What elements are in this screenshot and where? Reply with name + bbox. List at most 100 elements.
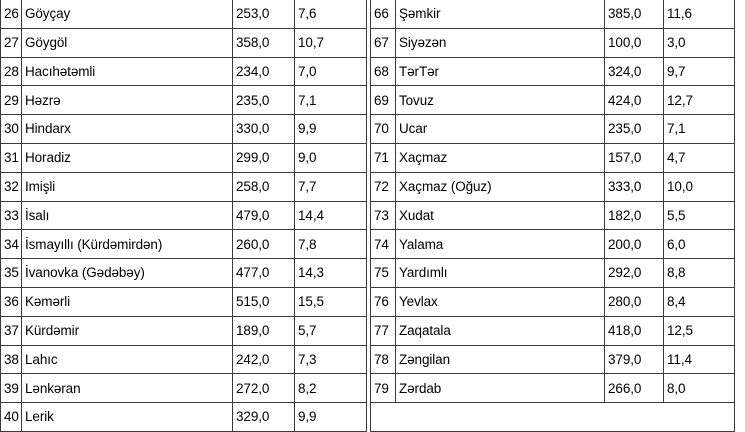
- table-cell-percent: 10,7: [294, 27, 367, 58]
- table-cell-index: 30: [0, 114, 22, 144]
- table-cell-value: 242,0: [232, 344, 295, 375]
- table-cell-percent: 7,0: [294, 56, 367, 87]
- table-cell-value: 358,0: [232, 27, 295, 58]
- table-cell-name: Hindarx: [21, 114, 233, 144]
- table-row: 78 Zəngilan 379,0 11,4: [370, 344, 735, 375]
- table-cell-value: 330,0: [232, 114, 295, 144]
- table-cell-percent: 14,3: [294, 258, 367, 288]
- table-cell-index: 34: [0, 229, 22, 260]
- table-cell-value: 235,0: [604, 114, 664, 144]
- table-cell-value: 329,0: [232, 402, 295, 432]
- table-cell-percent: 12,7: [663, 85, 735, 116]
- data-table-left: 26 Göyçay 253,0 7,6 27 Göygöl 358,0 10,7 28 Hacıh…: [0, 0, 367, 432]
- table-cell-index: 39: [0, 373, 22, 404]
- table-row: [370, 402, 735, 432]
- table-row: 79 Zərdab 266,0 8,0: [370, 373, 735, 404]
- table-row: 35 İvanovka (Gədəbəy) 477,0 14,3: [0, 258, 367, 288]
- table-cell-percent: 14,4: [294, 200, 367, 231]
- table-cell-index: 38: [0, 344, 22, 375]
- table-cell-index: 79: [370, 373, 396, 404]
- table-cell-percent: 8,8: [663, 258, 735, 288]
- table-cell-percent: 15,5: [294, 286, 367, 317]
- table-row: 27 Göygöl 358,0 10,7: [0, 27, 367, 58]
- table-cell-percent: 8,0: [663, 373, 735, 404]
- table-cell-value: 157,0: [604, 142, 664, 173]
- table-cell-value: 100,0: [604, 27, 664, 58]
- table-cell-index: 27: [0, 27, 22, 58]
- table-cell-value: 253,0: [232, 0, 295, 29]
- table-cell-index: 33: [0, 200, 22, 231]
- table-row: 26 Göyçay 253,0 7,6: [0, 0, 367, 29]
- table-cell-index: 76: [370, 286, 396, 317]
- table-cell-value: 200,0: [604, 229, 664, 260]
- table-cell-value: 515,0: [232, 286, 295, 317]
- table-cell-index: 73: [370, 200, 396, 231]
- table-cell-percent: 7,3: [294, 344, 367, 375]
- table-cell-name: Zəngilan: [395, 344, 605, 375]
- table-cell-percent: 9,9: [294, 402, 367, 432]
- table-cell-value: 418,0: [604, 315, 664, 346]
- table-cell-index: 35: [0, 258, 22, 288]
- table-cell-name: Kürdəmir: [21, 315, 233, 346]
- table-row: 36 Kəmərli 515,0 15,5: [0, 286, 367, 317]
- table-cell-index: 71: [370, 142, 396, 173]
- table-right-half: 66 Şəmkir 385,0 11,6 67 Siyəzən 100,0 3,0 68 TərT…: [370, 0, 735, 432]
- table-cell-name: Yalama: [395, 229, 605, 260]
- table-cell-percent: 5,5: [663, 200, 735, 231]
- table-row: 38 Lahıc 242,0 7,3: [0, 344, 367, 375]
- table-cell-percent: 12,5: [663, 315, 735, 346]
- table-cell-index: 74: [370, 229, 396, 260]
- table-body-right: 66 Şəmkir 385,0 11,6 67 Siyəzən 100,0 3,0 68 TərT…: [370, 0, 735, 432]
- table-cell-value: 258,0: [232, 171, 295, 202]
- table-cell-percent: 7,7: [294, 171, 367, 202]
- table-cell-name: Lerik: [21, 402, 233, 432]
- table-cell-name: Xaçmaz: [395, 142, 605, 173]
- table-row: 73 Xudat 182,0 5,5: [370, 200, 735, 231]
- table-cell-percent: 9,0: [294, 142, 367, 173]
- table-cell-name: Göyçay: [21, 0, 233, 29]
- table-cell-index: 29: [0, 85, 22, 116]
- table-cell-value: 260,0: [232, 229, 295, 260]
- table-cell-value: 280,0: [604, 286, 664, 317]
- table-row: 66 Şəmkir 385,0 11,6: [370, 0, 735, 29]
- table-cell-percent: 5,7: [294, 315, 367, 346]
- table-cell-percent: 11,6: [663, 0, 735, 29]
- table-cell-value: 235,0: [232, 85, 295, 116]
- table-cell-name: Xaçmaz (Oğuz): [395, 171, 605, 202]
- table-cell-index: 36: [0, 286, 22, 317]
- table-cell-name: Kəmərli: [21, 286, 233, 317]
- table-cell-name: İvanovka (Gədəbəy): [21, 258, 233, 288]
- table-cell-index: 32: [0, 171, 22, 202]
- table-cell-index: 67: [370, 27, 396, 58]
- table-cell-value: 182,0: [604, 200, 664, 231]
- table-cell-name: Siyəzən: [395, 27, 605, 58]
- table-cell-percent: 6,0: [663, 229, 735, 260]
- table-cell-percent: 7,6: [294, 0, 367, 29]
- table-row: 33 İsalı 479,0 14,4: [0, 200, 367, 231]
- table-cell-name: Horadiz: [21, 142, 233, 173]
- table-cell-name: TərTər: [395, 56, 605, 87]
- table-row: 71 Xaçmaz 157,0 4,7: [370, 142, 735, 173]
- table-cell-value: 299,0: [232, 142, 295, 173]
- table-cell-name: İsmayıllı (Kürdəmirdən): [21, 229, 233, 260]
- table-row: 72 Xaçmaz (Oğuz) 333,0 10,0: [370, 171, 735, 202]
- table-cell-index: 37: [0, 315, 22, 346]
- table-cell-value: 479,0: [232, 200, 295, 231]
- table-row: 77 Zaqatala 418,0 12,5: [370, 315, 735, 346]
- table-cell-value: 477,0: [232, 258, 295, 288]
- table-cell-name: Şəmkir: [395, 0, 605, 29]
- table-cell-index: 66: [370, 0, 396, 29]
- table-cell-index: 31: [0, 142, 22, 173]
- table-row: 31 Horadiz 299,0 9,0: [0, 142, 367, 173]
- table-cell-percent: 10,0: [663, 171, 735, 202]
- table-cell-value: 189,0: [232, 315, 295, 346]
- table-cell-percent: 7,1: [294, 85, 367, 116]
- table-cell-percent: 9,9: [294, 114, 367, 144]
- table-cell-name: Həzrə: [21, 85, 233, 116]
- table-row: 40 Lerik 329,0 9,9: [0, 402, 367, 432]
- table-cell-name: Imişli: [21, 171, 233, 202]
- table-row: 74 Yalama 200,0 6,0: [370, 229, 735, 260]
- table-cell-name: Yardımlı: [395, 258, 605, 288]
- table-cell-name: Ucar: [395, 114, 605, 144]
